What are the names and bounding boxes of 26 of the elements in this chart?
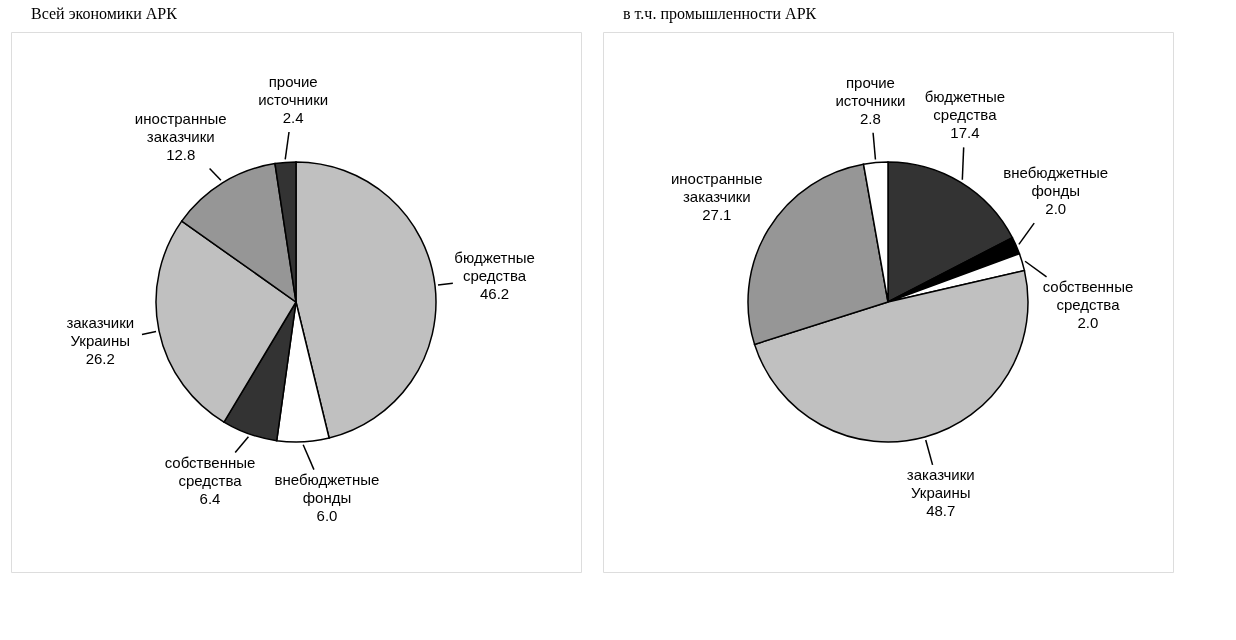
data-label: 6.4 <box>199 489 221 507</box>
data-label: 48.7 <box>926 501 956 519</box>
data-label: 46.2 <box>479 285 510 303</box>
slice-label: прочие источники <box>258 73 329 109</box>
data-label: 27.1 <box>702 205 732 223</box>
data-label: 26.2 <box>85 350 115 368</box>
slice-label: заказчики Украины <box>66 314 135 350</box>
data-label: 12.8 <box>166 145 196 163</box>
slice-label: прочие источники <box>835 73 906 109</box>
slice-label: иностранные заказчики <box>670 169 763 205</box>
slice-label: бюджетные средства <box>924 88 1006 124</box>
slice-label: внебюджетные фонды <box>1003 164 1109 200</box>
slice-label: собственные средства <box>1042 277 1134 313</box>
data-label: 2.0 <box>1077 313 1099 331</box>
data-label: 6.0 <box>316 506 338 524</box>
data-label: 17.4 <box>950 124 980 142</box>
chart-title: Всей экономики АРК <box>31 5 178 22</box>
data-label: 2.4 <box>282 109 304 127</box>
chart-title: в т.ч. промышленности АРК <box>623 5 817 23</box>
slice-label: иностранные заказчики <box>134 109 227 145</box>
slice-label: заказчики Украины <box>906 465 975 501</box>
slice-label: бюджетные средства <box>454 249 535 285</box>
slice-label: внебюджетные фонды <box>274 470 380 506</box>
slice-label: собственные средства <box>164 453 256 489</box>
data-label: 2.8 <box>860 109 881 127</box>
data-label: 2.0 <box>1045 200 1067 218</box>
